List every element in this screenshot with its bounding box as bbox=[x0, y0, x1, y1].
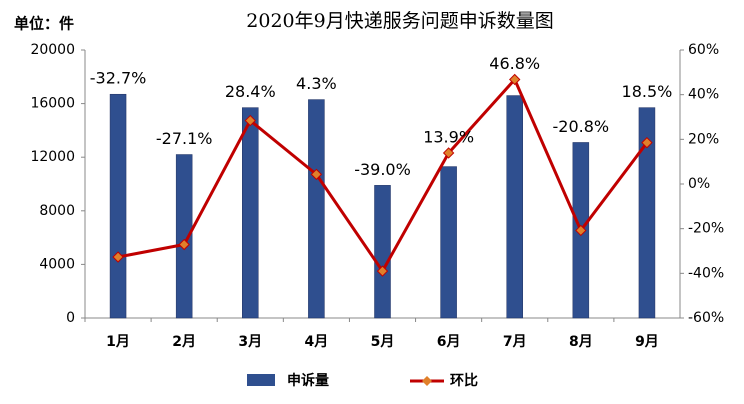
marker bbox=[112, 251, 124, 263]
value-label: -27.1% bbox=[156, 129, 213, 148]
marker bbox=[575, 224, 587, 237]
y2-tick-label: -60% bbox=[688, 310, 724, 326]
y-tick-label: 8000 bbox=[39, 203, 75, 219]
y-tick-label: 4000 bbox=[39, 256, 75, 272]
x-tick-label: 4月 bbox=[305, 334, 329, 350]
legend-marker bbox=[422, 376, 432, 386]
legend-label: 申诉量 bbox=[287, 372, 329, 389]
x-tick-label: 6月 bbox=[437, 334, 461, 350]
y-tick-label: 20000 bbox=[30, 42, 75, 58]
value-label: 46.8% bbox=[489, 54, 540, 73]
y2-tick-label: -20% bbox=[688, 221, 724, 237]
marker bbox=[442, 147, 455, 159]
marker bbox=[310, 168, 323, 181]
y-axis-label: 单位：件 bbox=[14, 15, 74, 33]
marker bbox=[641, 136, 653, 149]
legend-label: 环比 bbox=[450, 372, 478, 389]
y2-tick-label: 0% bbox=[688, 176, 710, 192]
marker bbox=[509, 73, 521, 86]
value-label: -39.0% bbox=[354, 160, 411, 179]
y2-tick-label: 40% bbox=[688, 87, 719, 103]
bar bbox=[374, 185, 391, 319]
y2-tick-label: 60% bbox=[688, 42, 719, 58]
bar bbox=[109, 93, 127, 319]
value-label: 18.5% bbox=[622, 82, 673, 101]
x-tick-label: 8月 bbox=[569, 334, 593, 350]
x-tick-label: 1月 bbox=[106, 334, 130, 350]
marker bbox=[376, 265, 389, 277]
y2-tick-label: -40% bbox=[688, 265, 724, 281]
value-label: 13.9% bbox=[423, 127, 474, 146]
x-tick-label: 3月 bbox=[238, 334, 262, 350]
value-label: -32.7% bbox=[90, 69, 147, 88]
bar bbox=[638, 107, 656, 319]
value-label: -20.8% bbox=[553, 117, 610, 136]
x-tick-label: 7月 bbox=[503, 334, 527, 350]
x-tick-label: 2月 bbox=[172, 334, 196, 350]
x-tick-label: 5月 bbox=[371, 334, 395, 350]
marker bbox=[244, 114, 256, 127]
y-tick-label: 12000 bbox=[30, 149, 75, 165]
bar bbox=[440, 166, 457, 319]
marker bbox=[178, 238, 190, 251]
bar bbox=[242, 107, 259, 319]
y2-tick-label: 20% bbox=[688, 131, 719, 147]
y-tick-label: 16000 bbox=[30, 96, 75, 112]
chart-title: 2020年9月快递服务问题申诉数量图 bbox=[246, 10, 553, 32]
value-label: 28.4% bbox=[225, 82, 276, 101]
y-tick-label: 0 bbox=[66, 310, 75, 326]
value-label: 4.3% bbox=[296, 74, 337, 93]
bar bbox=[506, 95, 523, 319]
x-tick-label: 9月 bbox=[635, 334, 659, 350]
legend-swatch bbox=[247, 374, 275, 386]
bar bbox=[175, 154, 193, 319]
bar bbox=[308, 99, 325, 319]
